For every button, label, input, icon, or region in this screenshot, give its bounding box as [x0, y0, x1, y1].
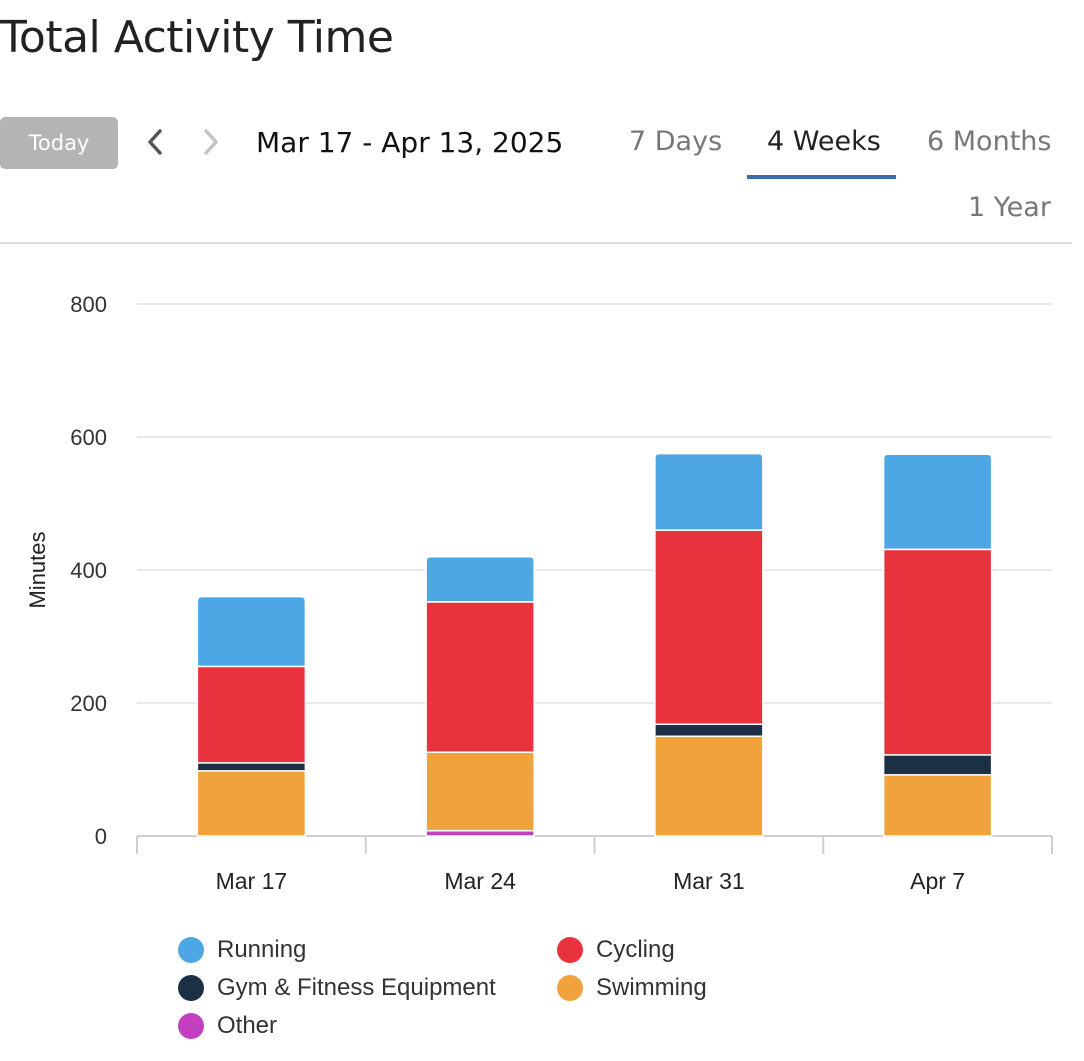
tab-4-weeks[interactable]: 4 Weeks [767, 126, 881, 157]
legend-label: Cycling [596, 936, 675, 963]
tab-6-months[interactable]: 6 Months [927, 126, 1052, 157]
bar-segment-cycling[interactable] [425, 601, 535, 753]
legend-item-cycling[interactable]: Cycling [557, 936, 675, 964]
x-tick-label: Mar 17 [216, 868, 288, 894]
legend-swatch [557, 937, 583, 963]
bar-segment-swimming[interactable] [425, 751, 535, 832]
bar-segment-swimming[interactable] [882, 774, 993, 837]
active-tab-indicator [747, 175, 896, 179]
legend-item-gym-fitness-equipment[interactable]: Gym & Fitness Equipment [178, 974, 496, 1002]
prev-period-button[interactable] [143, 126, 167, 158]
bar-segment-cycling[interactable] [882, 548, 993, 756]
legend-label: Gym & Fitness Equipment [217, 974, 496, 1001]
bar-segment-swimming[interactable] [196, 770, 307, 837]
legend-swatch [557, 975, 583, 1001]
legend-label: Swimming [596, 974, 707, 1001]
legend-item-other[interactable]: Other [178, 1012, 277, 1040]
legend-swatch [178, 975, 204, 1001]
bar-segment-gym-fitness-equipment[interactable] [196, 762, 307, 772]
bar-segment-other[interactable] [425, 829, 535, 837]
today-button[interactable]: Today [0, 117, 118, 169]
x-tick-label: Mar 24 [444, 868, 516, 894]
y-axis-label: Minutes [25, 531, 50, 608]
chevron-left-icon [148, 129, 162, 155]
legend-label: Other [217, 1012, 278, 1039]
divider [0, 242, 1072, 244]
bar-segment-gym-fitness-equipment[interactable] [654, 723, 764, 737]
legend-label: Running [217, 936, 307, 963]
y-tick-label: 0 [95, 824, 107, 849]
tab-7-days[interactable]: 7 Days [629, 126, 723, 157]
bar-segment-cycling[interactable] [196, 665, 307, 764]
bar-segment-cycling[interactable] [654, 529, 764, 726]
bar-segment-running[interactable] [882, 453, 993, 551]
legend-swatch [178, 937, 204, 963]
x-tick-label: Apr 7 [910, 868, 965, 894]
y-tick-label: 800 [70, 292, 107, 317]
bar-segment-running[interactable] [654, 452, 764, 531]
legend-swatch [178, 1013, 204, 1039]
x-tick-label: Mar 31 [673, 868, 745, 894]
tab-1-year[interactable]: 1 Year [968, 192, 1051, 223]
legend-item-running[interactable]: Running [178, 936, 306, 964]
legend-item-swimming[interactable]: Swimming [557, 974, 707, 1002]
page-title: Total Activity Time [0, 12, 394, 63]
y-tick-label: 600 [70, 425, 107, 450]
chevron-right-icon [204, 129, 218, 155]
bar-segment-running[interactable] [196, 595, 307, 668]
date-range: Mar 17 - Apr 13, 2025 [256, 126, 564, 159]
next-period-button[interactable] [199, 126, 223, 158]
activity-chart: 0 200 400 600 800 Minutes Mar 17 Mar 24 Mar 31 Ap… [25, 292, 1053, 894]
bar-segment-gym-fitness-equipment[interactable] [882, 754, 993, 776]
bar-segment-running[interactable] [425, 555, 535, 603]
y-tick-label: 400 [70, 558, 107, 583]
bar-segment-swimming[interactable] [654, 735, 764, 837]
y-tick-label: 200 [70, 691, 107, 716]
